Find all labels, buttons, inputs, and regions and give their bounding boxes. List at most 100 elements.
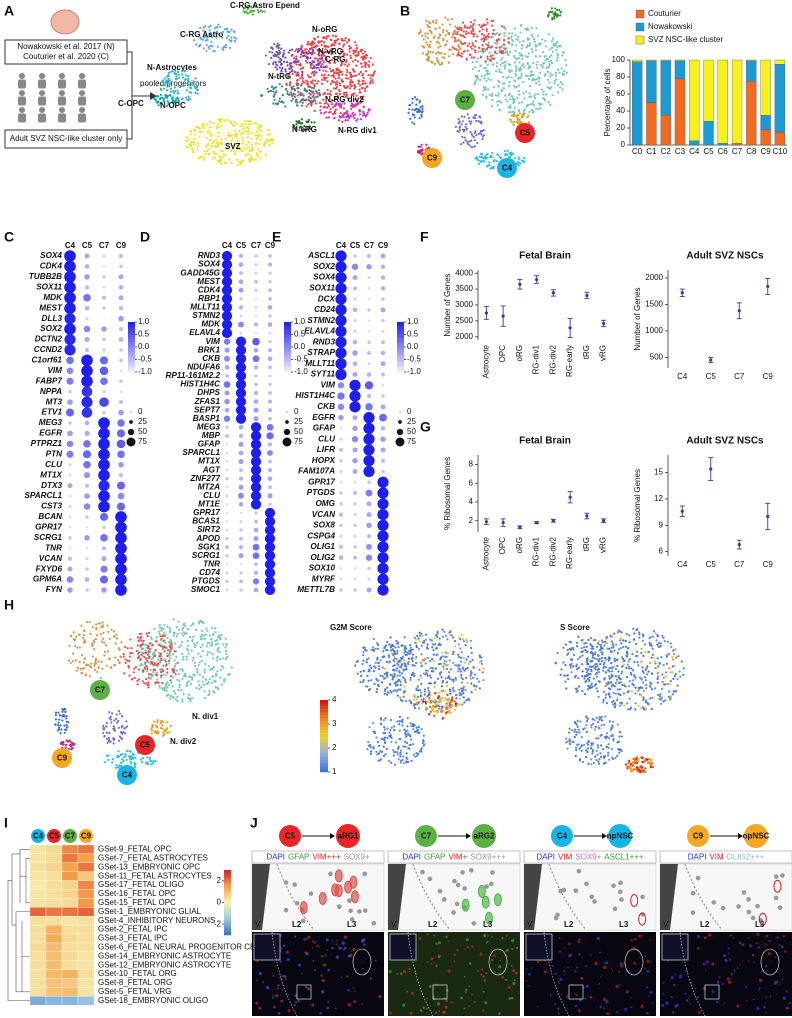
umap-point	[162, 670, 164, 672]
colorbar-step	[128, 322, 135, 325]
umap-point	[473, 56, 475, 58]
expression-dot	[102, 254, 105, 257]
expression-dot	[98, 480, 109, 491]
umap-point	[419, 29, 421, 31]
umap-point	[364, 54, 366, 56]
umap-point	[490, 155, 492, 157]
heat-cell	[30, 952, 46, 961]
heat-cell	[46, 916, 62, 925]
umap-point	[368, 110, 370, 112]
umap-point	[108, 658, 110, 660]
expression-dot	[377, 584, 388, 595]
umap-point	[192, 636, 194, 638]
umap-point	[271, 137, 273, 139]
umap-point	[158, 630, 160, 632]
size-legend-dot	[129, 420, 133, 424]
umap-point	[411, 656, 413, 658]
umap-point	[215, 145, 217, 147]
expression-dot	[98, 438, 110, 450]
umap-point	[458, 656, 460, 658]
x-tick-label: RG-div1	[532, 536, 541, 566]
umap-point	[188, 698, 190, 700]
umap-point	[116, 722, 118, 724]
colorbar-step	[397, 342, 404, 345]
umap-point	[60, 728, 62, 730]
expression-dot	[69, 547, 72, 550]
umap-point	[282, 101, 284, 103]
colorbar-step	[224, 881, 231, 883]
expression-dot	[118, 274, 123, 279]
umap-point	[419, 689, 421, 691]
panel-label: B	[400, 3, 410, 19]
colorbar-step	[397, 327, 404, 330]
umap-point	[226, 28, 228, 30]
umap-point	[400, 681, 402, 683]
umap-point	[66, 726, 68, 728]
heat-cell	[78, 916, 94, 925]
expression-dot	[67, 441, 74, 448]
colorbar-label: 0.5	[407, 330, 419, 339]
umap-point	[392, 645, 394, 647]
umap-point	[488, 36, 490, 38]
expression-dot	[84, 503, 91, 510]
expression-dot	[352, 426, 357, 431]
umap-point	[301, 73, 303, 75]
umap-point	[474, 157, 476, 159]
cluster-badge-label: C4	[502, 164, 513, 173]
umap-point	[170, 647, 172, 649]
umap-point	[269, 139, 271, 141]
umap-point	[464, 689, 466, 691]
umap-point	[212, 122, 214, 124]
umap-point	[334, 105, 336, 107]
umap-point	[231, 666, 233, 668]
umap-point	[479, 654, 481, 656]
expression-dot	[68, 557, 72, 561]
umap-point	[412, 673, 414, 675]
expression-dot	[64, 313, 75, 324]
umap-point	[402, 668, 404, 670]
gene-label: SCRG1	[34, 533, 63, 542]
umap-point	[275, 51, 277, 53]
expression-dot	[254, 571, 258, 575]
umap-point	[553, 42, 555, 44]
umap-point	[477, 57, 479, 59]
umap-point	[473, 35, 475, 37]
expression-dot	[66, 357, 74, 365]
colorbar-step	[128, 365, 135, 368]
umap-point	[429, 41, 431, 43]
expression-dot	[367, 512, 372, 517]
umap-point	[474, 117, 476, 119]
umap-point	[345, 77, 347, 79]
umap-point	[399, 720, 401, 722]
bar-segment	[775, 64, 785, 132]
umap-point	[116, 713, 118, 715]
umap-point	[406, 654, 408, 656]
umap-point	[278, 100, 280, 102]
umap-point	[502, 76, 504, 78]
umap-point	[311, 51, 313, 53]
umap-point	[175, 75, 177, 77]
umap-point	[128, 660, 130, 662]
bar-segment	[632, 62, 642, 145]
umap-point	[485, 60, 487, 62]
expression-dot	[102, 306, 106, 310]
umap-point	[354, 41, 356, 43]
umap-point	[194, 92, 196, 94]
study-text: Couturier et al. 2020 (C)	[23, 52, 109, 61]
umap-point	[389, 636, 391, 638]
expression-dot	[254, 254, 257, 257]
umap-point	[322, 66, 324, 68]
umap-point	[388, 656, 390, 658]
umap-point	[371, 649, 373, 651]
expression-dot	[353, 330, 356, 333]
umap-point	[199, 27, 201, 29]
colorbar-step	[224, 922, 231, 924]
umap-point	[272, 102, 274, 104]
umap-point	[186, 682, 188, 684]
x-tick-label: oRG	[515, 537, 524, 553]
person-body	[38, 97, 46, 106]
expression-dot	[381, 426, 385, 430]
umap-point	[83, 634, 85, 636]
colorbar-step	[397, 355, 404, 358]
umap-point	[300, 84, 302, 86]
